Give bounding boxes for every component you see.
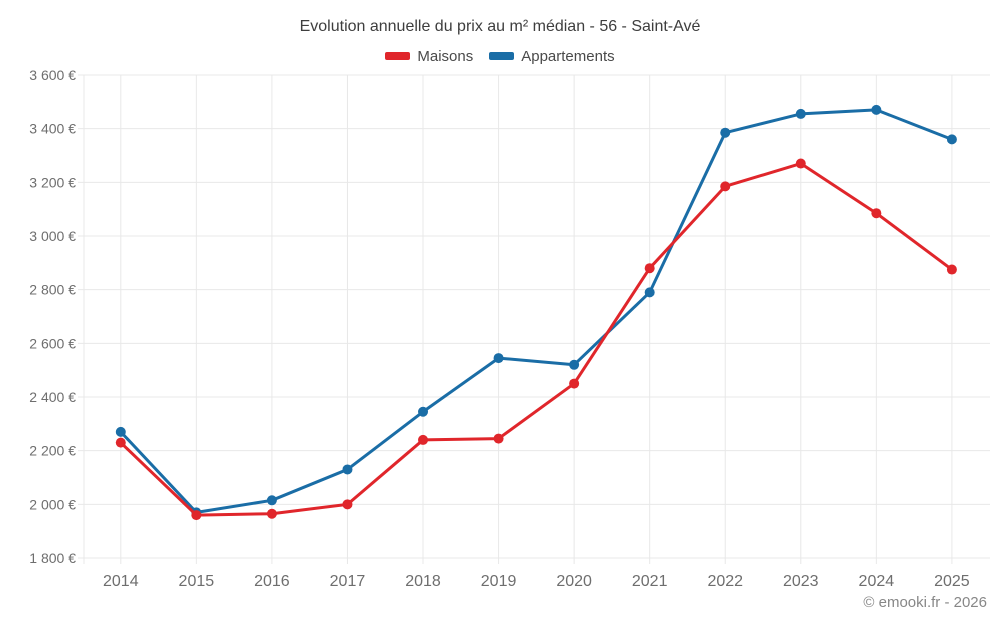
appartements-data-point[interactable] — [795, 108, 806, 119]
chart-legend: Maisons Appartements — [0, 46, 1000, 66]
appartements-data-point[interactable] — [946, 134, 957, 145]
y-axis-tick-label: 1 800 € — [29, 550, 76, 566]
x-axis-tick-label: 2024 — [859, 573, 895, 590]
maisons-data-point[interactable] — [720, 181, 731, 192]
maisons-data-point[interactable] — [418, 434, 429, 445]
appartements-data-point[interactable] — [644, 287, 655, 298]
x-axis-tick-label: 2019 — [481, 573, 517, 590]
maisons-data-point[interactable] — [795, 158, 806, 169]
x-axis-tick-label: 2015 — [179, 573, 215, 590]
y-axis-tick-label: 2 200 € — [29, 443, 76, 459]
maisons-data-point[interactable] — [569, 378, 580, 389]
maisons-data-point[interactable] — [266, 508, 277, 519]
y-axis-tick-label: 2 800 € — [29, 282, 76, 298]
appartements-data-point[interactable] — [115, 426, 126, 437]
maisons-data-point[interactable] — [946, 264, 957, 275]
watermark-credit: © emooki.fr - 2026 — [863, 594, 987, 611]
y-axis-tick-label: 2 600 € — [29, 335, 76, 351]
appartements-data-point[interactable] — [569, 359, 580, 370]
legend-label-maisons: Maisons — [417, 47, 474, 65]
maisons-data-point[interactable] — [191, 510, 202, 521]
maisons-data-point[interactable] — [115, 437, 126, 448]
x-axis-tick-label: 2025 — [934, 573, 970, 590]
y-axis-tick-label: 3 600 € — [29, 67, 76, 83]
appartements-data-point[interactable] — [418, 406, 429, 417]
maisons-data-point[interactable] — [342, 499, 353, 510]
chart-title: Evolution annuelle du prix au m² médian … — [299, 18, 701, 35]
x-axis-tick-label: 2023 — [783, 573, 819, 590]
appartements-data-point[interactable] — [266, 495, 277, 506]
maisons-data-point[interactable] — [493, 433, 504, 444]
appartements-data-point[interactable] — [342, 464, 353, 475]
x-axis-tick-label: 2016 — [254, 573, 290, 590]
x-axis-tick-label: 2014 — [103, 573, 139, 590]
x-axis-tick-label: 2022 — [707, 573, 743, 590]
appartements-series-line — [119, 108, 954, 514]
legend-item-appartements[interactable]: Appartements — [489, 47, 615, 65]
maisons-data-point[interactable] — [644, 263, 655, 274]
y-axis-tick-label: 2 400 € — [29, 389, 76, 405]
x-axis-tick-label: 2020 — [556, 573, 592, 590]
maisons-series-line — [119, 162, 954, 517]
appartements-data-point[interactable] — [720, 127, 731, 138]
maisons-legend-swatch-icon — [385, 52, 411, 60]
y-axis-tick-label: 3 200 € — [29, 174, 76, 190]
y-axis-tick-label: 2 000 € — [29, 496, 76, 512]
y-axis-tick-label: 3 400 € — [29, 121, 76, 137]
appartements-legend-swatch-icon — [489, 52, 515, 60]
legend-label-appartements: Appartements — [521, 47, 615, 65]
x-axis-tick-label: 2021 — [632, 573, 668, 590]
appartements-data-point[interactable] — [871, 104, 882, 115]
maisons-data-point[interactable] — [871, 208, 882, 219]
x-axis-tick-label: 2018 — [405, 573, 441, 590]
y-axis-tick-label: 3 000 € — [29, 228, 76, 244]
appartements-data-point[interactable] — [493, 353, 504, 364]
legend-item-maisons[interactable]: Maisons — [385, 48, 473, 65]
x-axis-tick-label: 2017 — [330, 573, 366, 590]
